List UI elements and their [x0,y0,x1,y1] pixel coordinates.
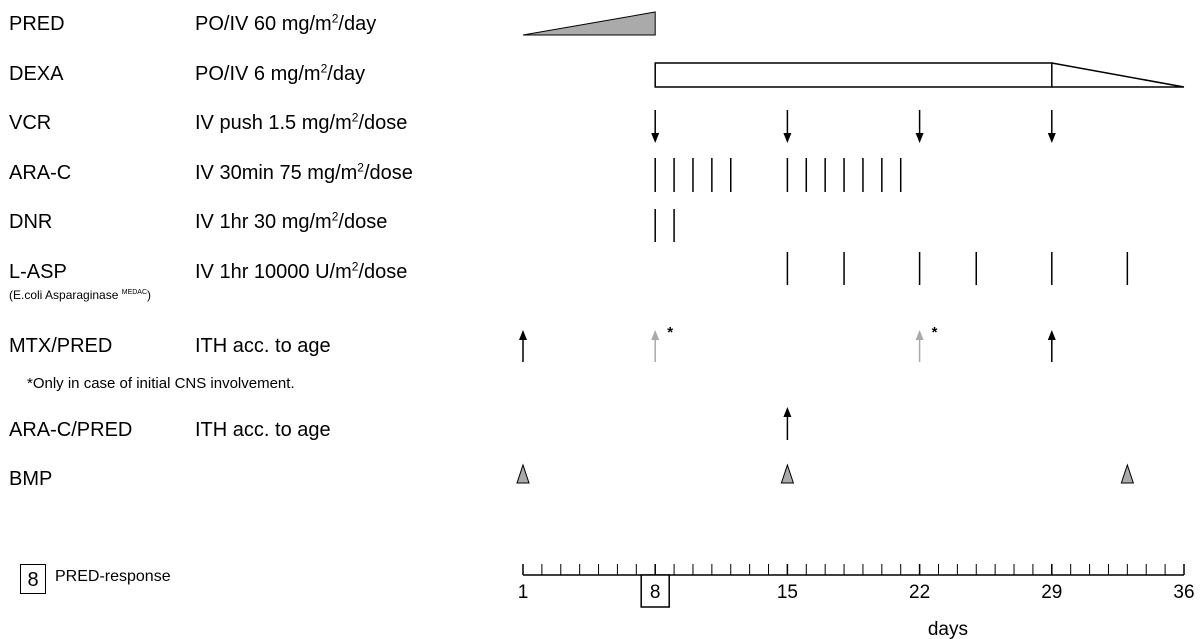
vcr-arrow-day-15 [783,110,792,143]
days-axis-title: days [928,619,968,639]
drug-label-bmp: BMP [9,468,53,490]
vcr-arrow-day-22 [915,110,924,143]
mtx-arrow-day-8-head [651,330,660,340]
bmp-marker-day-15 [780,463,795,484]
days-axis-tick-label-8: 8 [650,582,661,603]
dose-label-vcr: IV push 1.5 mg/m2/dose [195,110,408,134]
mtx-arrow-day-22 [915,330,924,362]
arac-pred-arrow-day-15-head [783,407,792,417]
cns-star-day-8: * [667,324,673,341]
vcr-arrow-day-8-head [651,133,660,143]
drug-label-arac: ARA-C [9,162,72,184]
mtx-arrow-day-1-head [519,330,527,340]
drug-label-arac-pred: ARA-C/PRED [9,419,133,441]
cns-star-day-22: * [932,324,938,341]
dose-label-arac: IV 30min 75 mg/m2/dose [195,160,413,184]
bmp-marker-day-33 [1120,463,1135,484]
vcr-arrow-day-15-head [783,133,792,143]
pred-response-tick-box [640,574,670,608]
days-axis-tick-label-15: 15 [777,582,798,603]
dose-label-pred: PO/IV 60 mg/m2/day [195,11,377,35]
days-axis-tick-label-29: 29 [1041,582,1062,603]
drug-label-dnr: DNR [9,211,53,233]
days-axis-tick-label-36: 36 [1173,582,1194,603]
arac-pred-arrow-day-15 [783,407,792,440]
mtx-arrow-day-29-head [1047,330,1056,340]
drug-label-vcr: VCR [9,112,52,134]
pred-ramp [522,11,656,36]
days-axis-tick-label-1: 1 [518,582,529,603]
drug-label-pred: PRED [9,13,65,35]
dose-label-dexa: PO/IV 6 mg/m2/day [195,61,366,85]
vcr-arrow-day-29-head [1047,133,1056,143]
dose-label-arac-pred: ITH acc. to age [195,419,331,441]
bmp-marker-day-1 [516,463,530,484]
cns-footnote: *Only in case of initial CNS involvement… [27,375,295,392]
dose-label-lasp: IV 1hr 10000 U/m2/dose [195,259,408,283]
vcr-arrow-day-8 [651,110,660,143]
pred-response-label: PRED-response [55,568,171,585]
dexa-bar [654,62,1053,88]
lasp-subtitle: (E.coli Asparaginase MEDAC) [9,288,152,302]
vcr-arrow-day-29 [1047,110,1056,143]
dose-label-mtx-pred: ITH acc. to age [195,335,331,357]
mtx-arrow-day-22-head [915,330,924,340]
days-axis-tick-label-22: 22 [909,582,930,603]
mtx-arrow-day-8 [651,330,660,362]
vcr-arrow-day-22-head [915,133,924,143]
mtx-arrow-day-1 [519,330,527,362]
drug-label-mtx-pred: MTX/PRED [9,335,113,357]
drug-label-dexa: DEXA [9,63,64,85]
dexa-taper [1051,62,1185,88]
mtx-arrow-day-29 [1047,330,1056,362]
pred-response-day-box: 8 [20,564,46,594]
drug-label-lasp: L-ASP [9,261,67,283]
dose-label-dnr: IV 1hr 30 mg/m2/dose [195,209,388,233]
